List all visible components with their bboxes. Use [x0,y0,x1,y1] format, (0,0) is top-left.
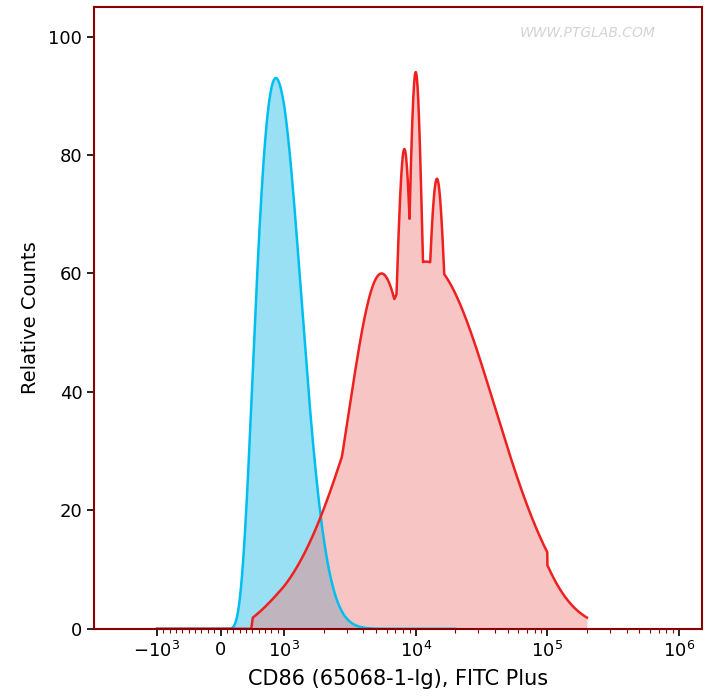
Y-axis label: Relative Counts: Relative Counts [21,242,40,394]
Text: WWW.PTGLAB.COM: WWW.PTGLAB.COM [520,26,656,40]
X-axis label: CD86 (65068-1-Ig), FITC Plus: CD86 (65068-1-Ig), FITC Plus [248,669,548,689]
